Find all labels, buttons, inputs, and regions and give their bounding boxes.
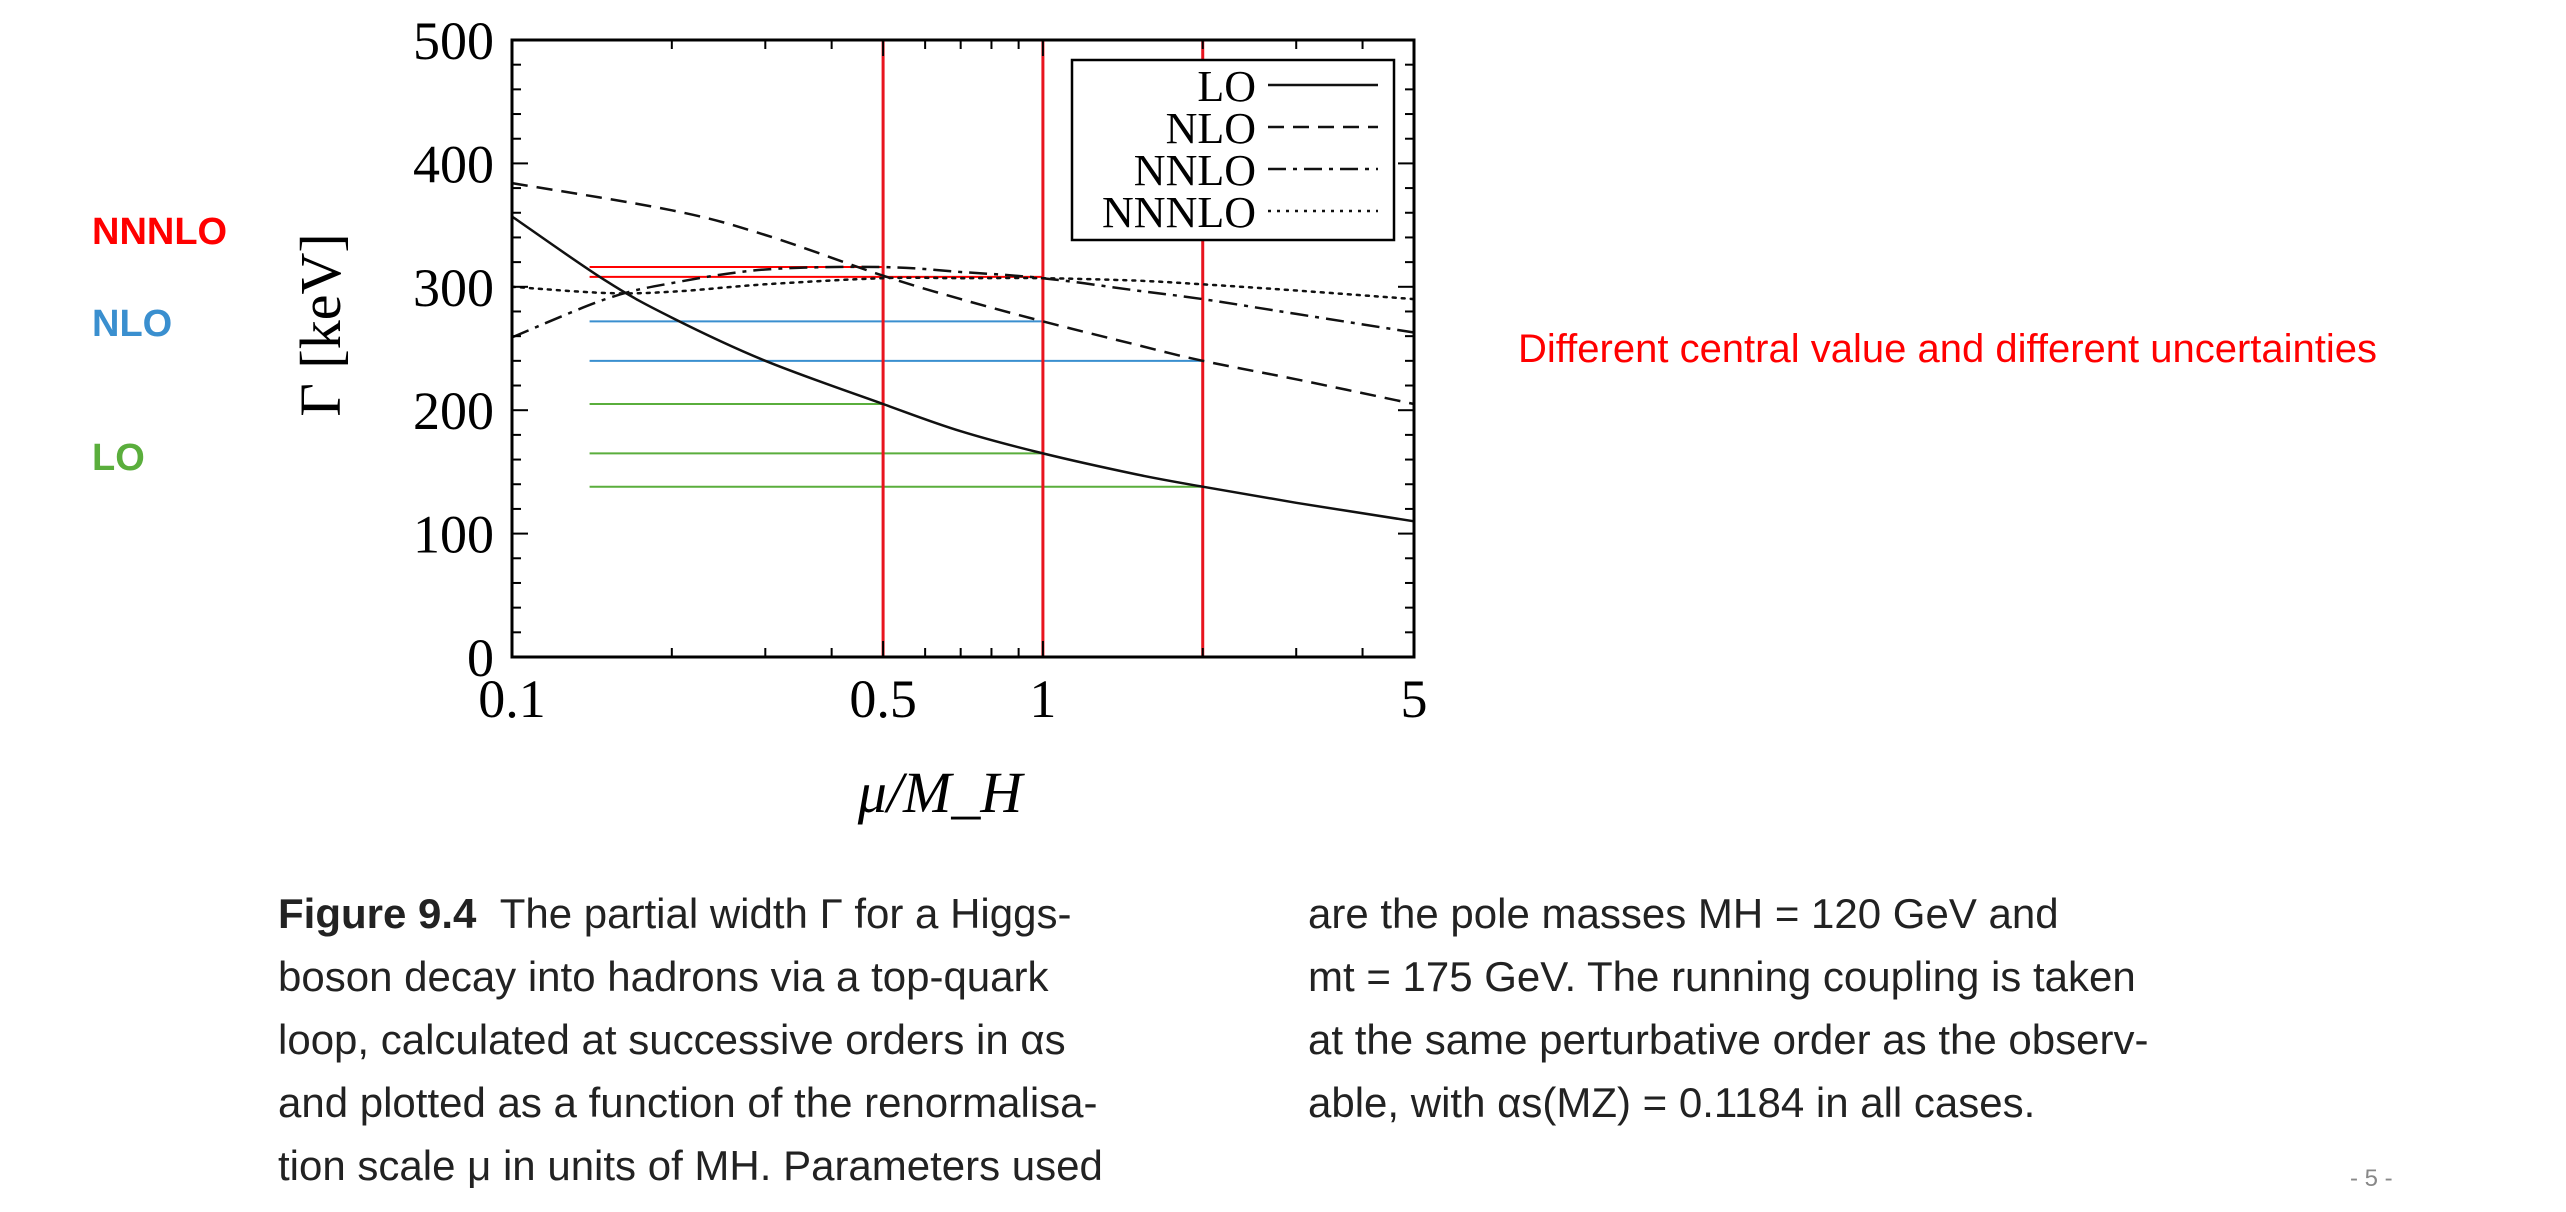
legend-label: NLO <box>1166 104 1256 153</box>
caption-line: at the same perturbative order as the ob… <box>1308 1016 2149 1063</box>
x-tick-label: 0.1 <box>478 669 546 729</box>
legend-label: NNNLO <box>1102 188 1256 237</box>
legend-label: NNLO <box>1134 146 1256 195</box>
y-tick-label: 500 <box>413 11 494 71</box>
series-line-nnnlo <box>510 276 1416 301</box>
caption-line: boson decay into hadrons via a top-quark <box>278 953 1049 1000</box>
y-tick-label: 200 <box>413 381 494 441</box>
figure-label: Figure 9.4 <box>278 890 477 937</box>
page-number: - 5 - <box>2350 1165 2393 1192</box>
y-tick-label: 100 <box>413 505 494 565</box>
legend-label: LO <box>1197 62 1256 111</box>
x-tick-label: 0.5 <box>849 669 917 729</box>
y-axis-label: Γ [keV] <box>288 233 353 416</box>
series-layer <box>510 181 1416 523</box>
caption-line: able, with αs(MZ) = 0.1184 in all cases. <box>1308 1079 2036 1126</box>
side-label-nlo: NLO <box>92 303 173 345</box>
caption-line: mt = 175 GeV. The running coupling is ta… <box>1308 953 2136 1000</box>
tick-layer: 0 100 200 300 400 500 0.1 0.5 1 5 <box>413 11 1428 729</box>
side-label-nnnlo: NNNLO <box>92 211 228 253</box>
x-axis-label: μ/M_H <box>857 760 1026 825</box>
y-tick-label: 0 <box>467 628 494 688</box>
series-line-lo <box>511 215 1415 523</box>
caption-text: The partial width Γ for a Higgs- <box>499 890 1072 937</box>
caption-line: and plotted as a function of the renorma… <box>278 1079 1098 1126</box>
x-tick-label: 5 <box>1401 669 1428 729</box>
caption-line: tion scale μ in units of MH. Parameters … <box>278 1142 1103 1189</box>
side-label-lo: LO <box>92 437 145 479</box>
series-line-nnlo <box>511 265 1415 339</box>
plot-frame <box>510 38 1416 659</box>
y-tick-label: 400 <box>413 134 494 194</box>
caption-col2: are the pole masses MH = 120 GeV and mt … <box>1308 882 2148 1134</box>
series-line-nlo <box>511 181 1415 406</box>
x-tick-label: 1 <box>1029 669 1056 729</box>
caption-line: are the pole masses MH = 120 GeV and <box>1308 890 2059 937</box>
level-lines <box>589 266 1203 488</box>
caption-col1: Figure 9.4 The partial width Γ for a Hig… <box>278 882 1103 1197</box>
caption-line: Figure 9.4 The partial width Γ for a Hig… <box>278 882 1103 945</box>
annotation-text: Different central value and different un… <box>1518 327 2378 371</box>
y-tick-label: 300 <box>413 258 494 318</box>
caption-line: loop, calculated at successive orders in… <box>278 1016 1066 1063</box>
